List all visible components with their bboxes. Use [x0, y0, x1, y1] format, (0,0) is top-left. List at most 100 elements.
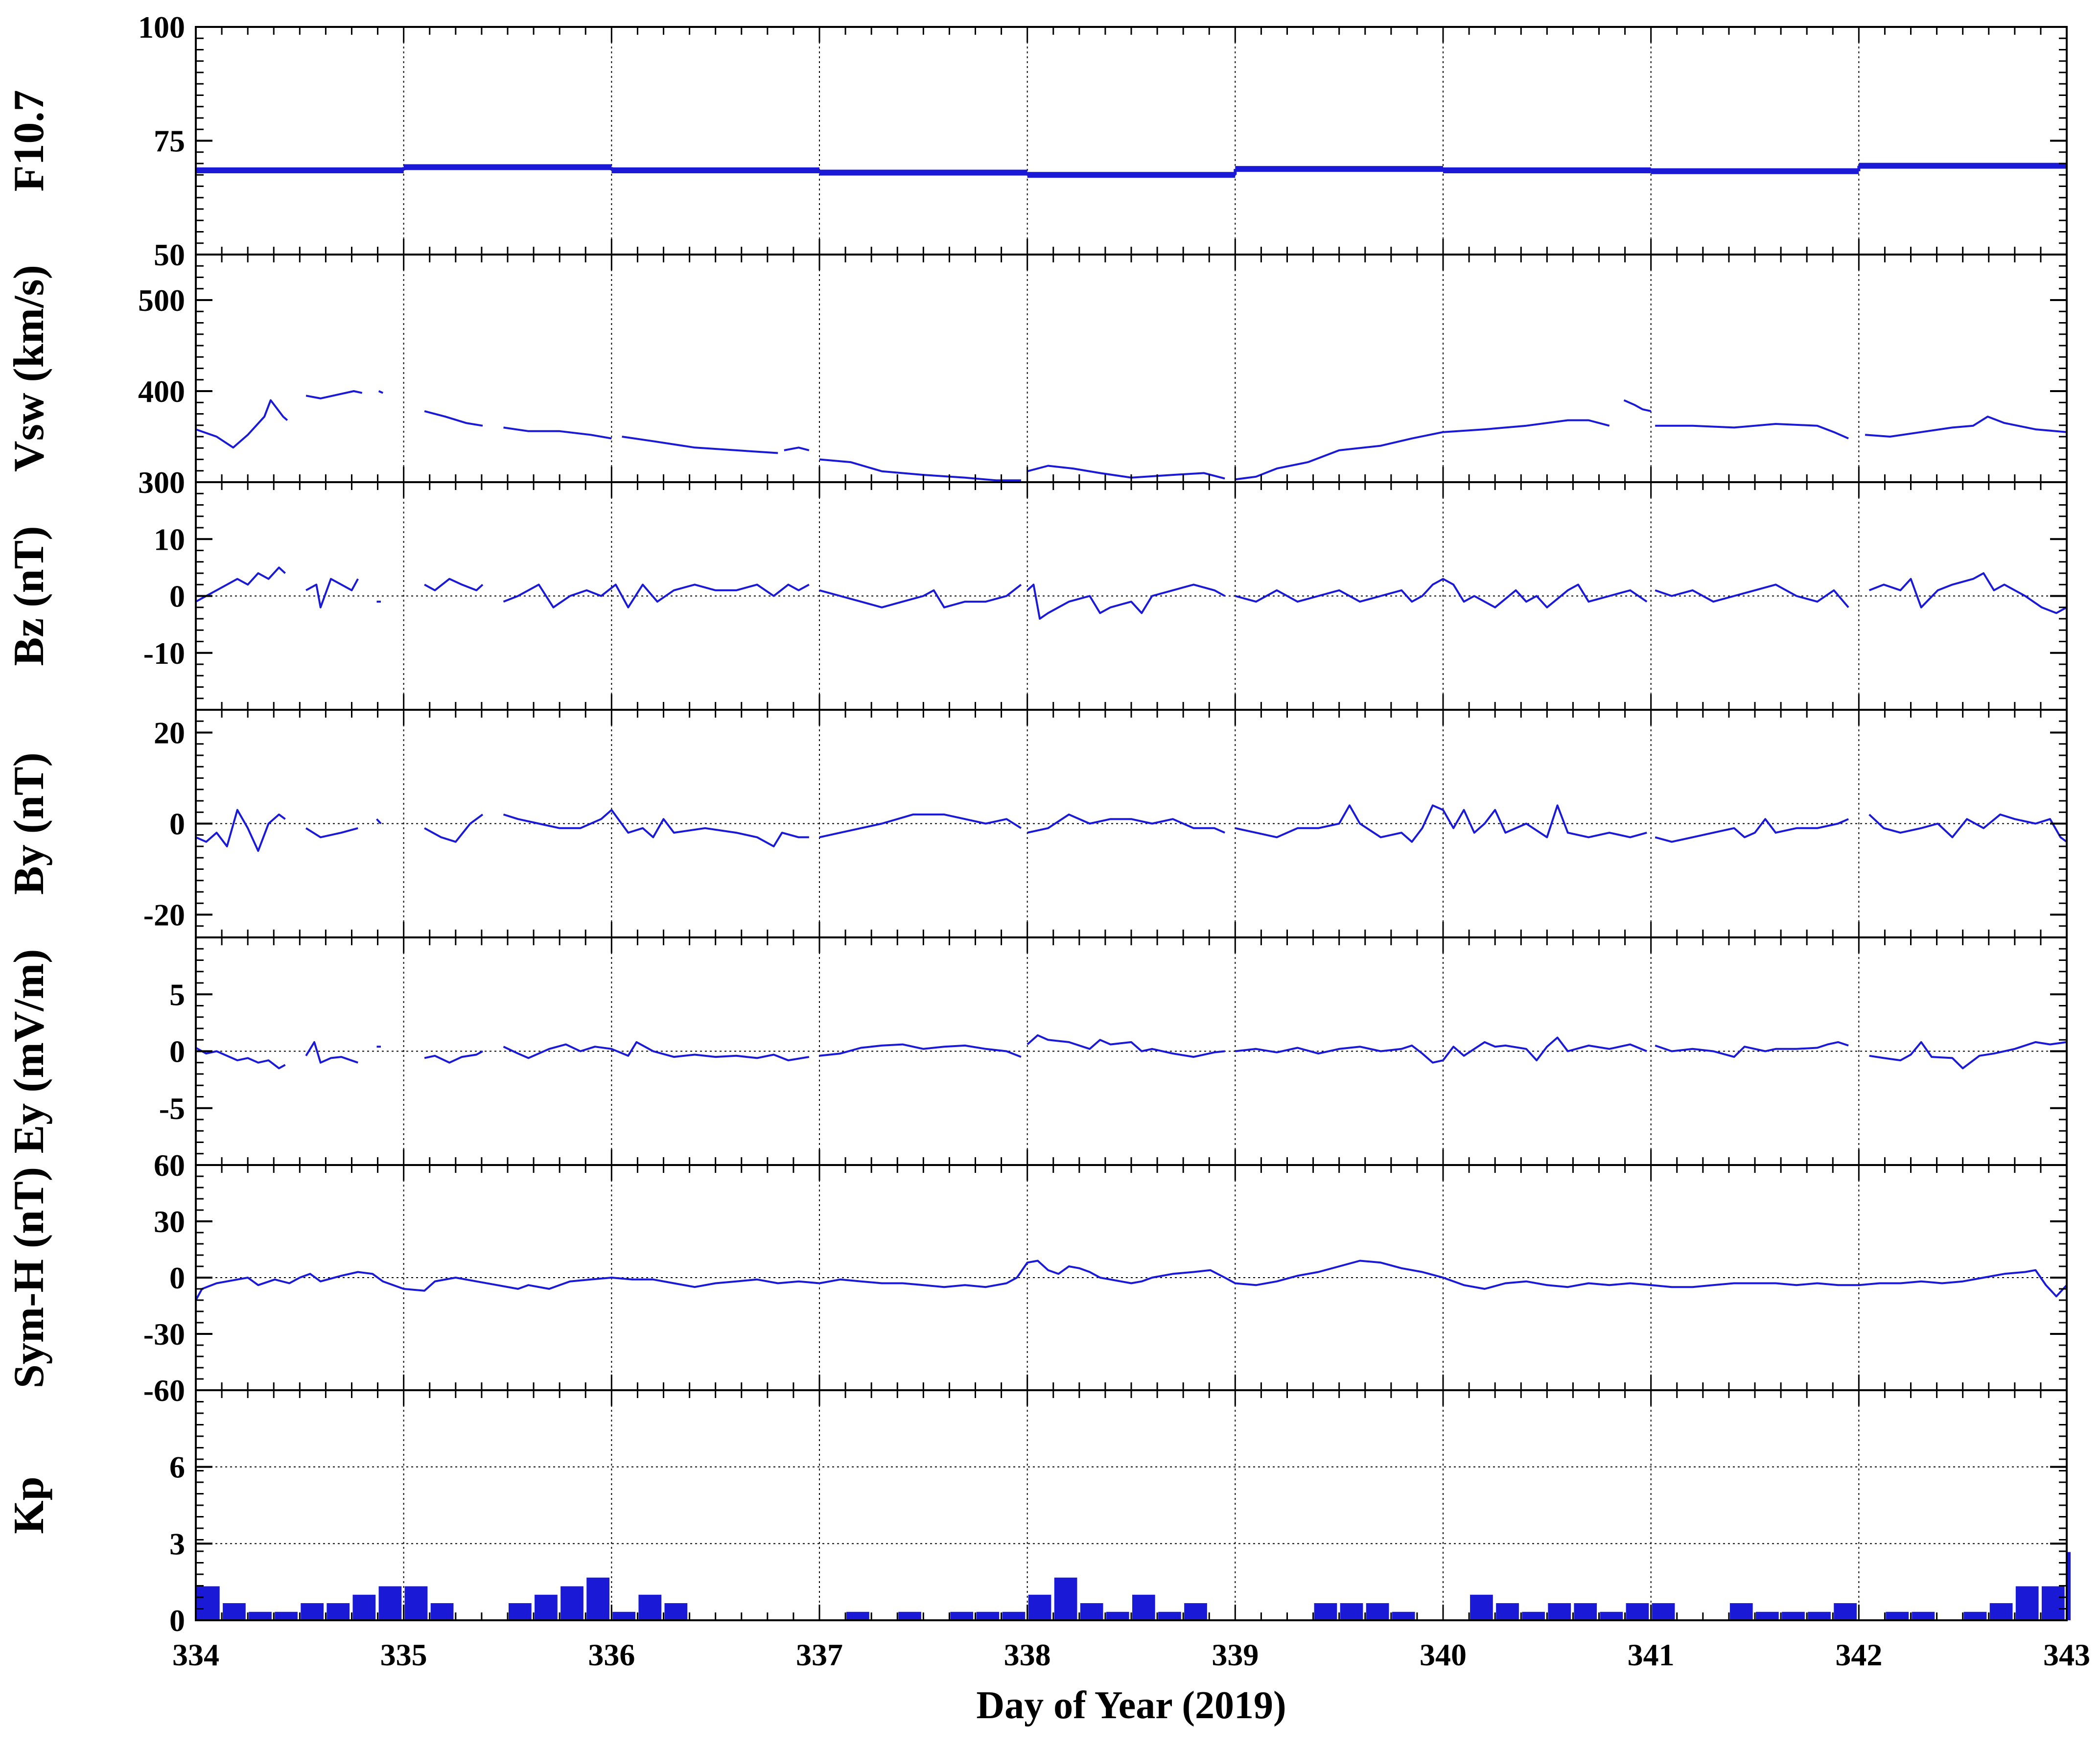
symh-series-line — [195, 1260, 2068, 1301]
by-series-line — [819, 813, 1022, 839]
bz-series-line — [819, 583, 1022, 608]
kp-bar — [1340, 1603, 1363, 1620]
kp-bar — [1782, 1611, 1805, 1620]
by-series-line — [1655, 818, 1849, 843]
kp-bar — [1626, 1603, 1649, 1620]
x-tick-label: 343 — [2043, 1637, 2090, 1672]
kp-bar — [1366, 1603, 1389, 1620]
kp-bar — [509, 1603, 532, 1620]
y-tick-label: 0 — [169, 807, 185, 841]
y-tick-label: 50 — [154, 237, 185, 272]
kp-bar — [1522, 1611, 1545, 1620]
panel-kp: 0 3 6 Kp — [5, 1389, 2071, 1638]
kp-bar — [1080, 1603, 1103, 1620]
kp-bar — [1574, 1603, 1597, 1620]
vsw-series-line — [622, 436, 778, 454]
by-series-line — [195, 809, 286, 852]
kp-bar — [535, 1594, 558, 1620]
kp-bar — [1729, 1603, 1753, 1620]
vsw-series-line — [1235, 419, 1610, 481]
kp-bar — [638, 1594, 662, 1620]
panel-ey: -5 0 5 Ey (mV/m) — [5, 936, 2068, 1166]
ey-series-line — [819, 1043, 1022, 1058]
panel-ylabel: F10.7 — [5, 90, 53, 192]
x-tick-label: 334 — [172, 1637, 219, 1672]
y-tick-label: 10 — [154, 522, 185, 557]
kp-bar — [1912, 1611, 1935, 1620]
kp-bar — [560, 1586, 583, 1620]
by-series-line — [305, 827, 358, 839]
kp-bar — [2068, 1552, 2071, 1620]
kp-bar — [846, 1611, 869, 1620]
bz-series-line — [1235, 578, 1648, 608]
vsw-series-line — [378, 390, 383, 394]
ey-series-line — [305, 1041, 358, 1064]
vsw-series-line — [1655, 423, 1849, 440]
kp-bar — [2041, 1586, 2065, 1620]
vsw-series-line — [503, 426, 612, 440]
by-series-line — [1235, 804, 1647, 843]
vsw-series-line — [305, 390, 363, 399]
ey-series-line — [1027, 1034, 1225, 1058]
kp-bar — [223, 1603, 246, 1620]
ey-series-line — [424, 1050, 483, 1064]
y-tick-label: 0 — [169, 579, 185, 614]
panel-ylabel: Sym-H (nT) — [5, 1167, 53, 1388]
x-tick-label: 341 — [1628, 1637, 1675, 1672]
y-tick-label: -20 — [143, 898, 185, 933]
by-series-line — [1868, 813, 2068, 843]
kp-bar — [976, 1611, 1000, 1620]
bz-series-line — [424, 578, 484, 591]
kp-bar — [430, 1603, 454, 1620]
kp-bar — [950, 1611, 974, 1620]
y-tick-label: 75 — [154, 124, 185, 159]
kp-bar — [612, 1611, 636, 1620]
vsw-series-line — [195, 399, 288, 449]
y-tick-label: 0 — [169, 1603, 185, 1638]
y-tick-label: 100 — [138, 10, 185, 45]
by-series-line — [424, 814, 484, 843]
kp-bar — [197, 1586, 220, 1620]
y-tick-label: 60 — [154, 1148, 185, 1183]
panel-frame — [195, 1389, 2068, 1621]
y-tick-label: 5 — [169, 977, 185, 1012]
kp-bar — [1652, 1603, 1675, 1620]
y-tick-label: -5 — [159, 1091, 185, 1126]
vsw-series-line — [1865, 416, 2067, 438]
kp-bar — [1184, 1603, 1207, 1620]
y-tick-label: -30 — [143, 1317, 185, 1352]
x-tick-label: 335 — [380, 1637, 427, 1672]
bz-series-line — [1655, 583, 1849, 608]
kp-bar — [1808, 1611, 1831, 1620]
y-tick-label: -60 — [143, 1373, 185, 1408]
bz-series-line — [1868, 572, 2067, 614]
panel-ylabel: By (nT) — [5, 752, 53, 895]
kp-bar — [1756, 1611, 1779, 1620]
kp-bar — [1106, 1611, 1129, 1620]
kp-bar — [1886, 1611, 1909, 1620]
panel-ylabel: Kp — [5, 1476, 53, 1534]
kp-bar — [1548, 1603, 1571, 1620]
kp-bar — [1989, 1603, 2013, 1620]
ey-series-line — [195, 1047, 286, 1070]
kp-bar — [352, 1594, 376, 1620]
kp-bar — [1054, 1577, 1077, 1620]
kp-bar — [404, 1586, 428, 1620]
kp-bar — [1600, 1611, 1623, 1620]
x-tick-label: 338 — [1004, 1637, 1051, 1672]
y-tick-label: 6 — [169, 1450, 185, 1485]
vsw-series-line — [819, 458, 1021, 482]
panel-ylabel: Ey (mV/m) — [5, 949, 53, 1154]
by-series-line — [1027, 813, 1225, 834]
bz-series-line — [1027, 583, 1226, 620]
kp-bar — [1496, 1603, 1519, 1620]
kp-bar — [1002, 1611, 1026, 1620]
y-tick-label: 0 — [169, 1034, 185, 1069]
vsw-series-line — [1027, 465, 1225, 480]
kp-bar — [327, 1603, 350, 1620]
y-tick-label: 3 — [169, 1526, 185, 1561]
vsw-series-line — [784, 446, 810, 451]
kp-bar — [249, 1611, 272, 1620]
vsw-series-line — [1623, 399, 1652, 412]
vsw-series-line — [424, 410, 483, 427]
